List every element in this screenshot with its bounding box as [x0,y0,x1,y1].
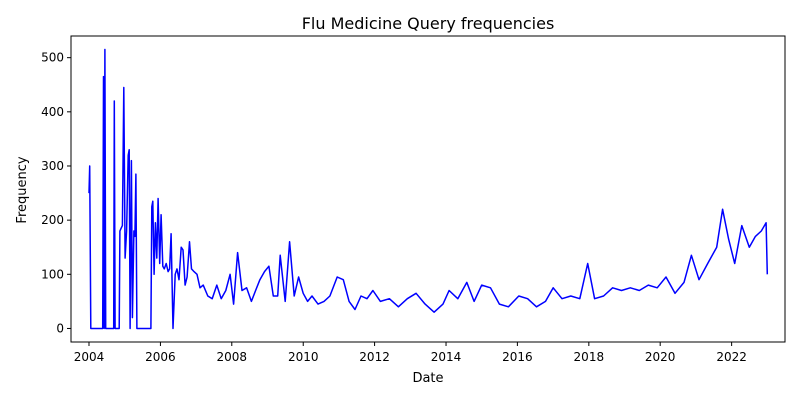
y-tick-label: 100 [41,267,64,281]
x-axis-label: Date [412,371,443,386]
x-tick-label: 2006 [145,350,176,364]
y-axis-label: Frequency [15,156,30,223]
y-tick-label: 500 [41,51,64,65]
x-tick-label: 2008 [217,350,248,364]
y-tick-label: 300 [41,159,64,173]
y-tick-label: 200 [41,213,64,227]
x-tick-label: 2020 [645,350,676,364]
x-tick-label: 2010 [288,350,319,364]
x-tick-label: 2016 [502,350,533,364]
x-tick-label: 2012 [359,350,390,364]
y-tick-label: 400 [41,105,64,119]
plot-frame [70,35,786,343]
series-line-0 [88,48,769,330]
y-tick-label: 0 [56,321,64,335]
x-axis: 2004 2006 2008 2010 2012 2014 2016 2018 2020 2022 [74,342,747,364]
x-tick-label: 2014 [431,350,462,364]
chart-title: Flu Medicine Query frequencies [302,14,555,33]
x-tick-label: 2018 [574,350,605,364]
y-axis: 0 100 200 300 400 500 [41,51,71,335]
x-tick-label: 2004 [74,350,105,364]
plot-area [88,48,769,330]
x-tick-label: 2022 [716,350,747,364]
